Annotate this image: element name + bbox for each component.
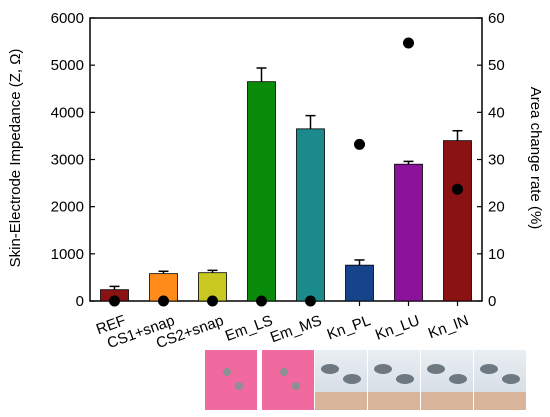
y2-axis-label: Area change rate (%) — [527, 87, 544, 230]
bar-em-ls — [247, 81, 276, 302]
x-tick-label: Em_LS — [223, 312, 275, 345]
garment-photo-icon — [368, 350, 420, 410]
y-tick-label: 3000 — [51, 152, 84, 169]
y2-tick-label: 0 — [488, 293, 496, 310]
x-tick-label: Kn_LU — [373, 312, 422, 344]
y2-tick-label: 40 — [488, 104, 505, 121]
area-change-marker — [403, 37, 414, 49]
plot-area: 01000200030004000500060000102030405060RE… — [51, 10, 505, 350]
y-tick-label: 5000 — [51, 57, 84, 74]
area-change-marker — [452, 183, 463, 195]
x-tick-label: Kn_PL — [325, 312, 373, 343]
electrode-dot-icon — [374, 364, 392, 374]
y-tick-label: 2000 — [51, 199, 84, 216]
garment-photo-icon — [474, 350, 526, 410]
y-axis-label: Skin-Electrode Impedance (Z, Ω) — [7, 49, 24, 268]
electrode-dot-icon — [480, 364, 498, 374]
electrode-dot-icon — [292, 382, 300, 390]
area-change-marker — [354, 138, 365, 150]
bar-kn-lu — [394, 163, 423, 302]
garment-photo-strip — [0, 350, 550, 412]
electrode-dot-icon — [280, 368, 288, 376]
garment-photo-icon — [421, 350, 473, 410]
electrode-dot-icon — [427, 364, 445, 374]
bar-kn-pl — [345, 264, 374, 302]
y-tick-label: 0 — [76, 293, 84, 310]
electrode-dot-icon — [502, 374, 520, 384]
y-tick-label: 6000 — [51, 10, 84, 27]
garment-photo-icon — [315, 350, 367, 410]
skin-area — [368, 392, 420, 410]
y2-tick-label: 20 — [488, 199, 505, 216]
garment-photo-icon — [262, 350, 314, 410]
electrode-dot-icon — [223, 368, 231, 376]
y2-tick-label: 60 — [488, 10, 505, 27]
y2-tick-label: 10 — [488, 246, 505, 263]
electrode-dot-icon — [321, 364, 339, 374]
skin-area — [421, 392, 473, 410]
plot-frame — [89, 17, 483, 302]
bar-em-ms — [296, 128, 325, 302]
x-tick-label: Kn_IN — [426, 312, 471, 342]
garment-photo-icon — [205, 350, 257, 410]
y2-tick-label: 30 — [488, 152, 505, 169]
skin-area — [315, 392, 367, 410]
skin-area — [474, 392, 526, 410]
electrode-dot-icon — [343, 374, 361, 384]
bar-kn-in — [443, 140, 472, 302]
y2-tick-label: 50 — [488, 57, 505, 74]
x-tick-label: Em_MS — [268, 312, 324, 346]
electrode-dot-icon — [235, 382, 243, 390]
y-tick-label: 1000 — [51, 246, 84, 263]
electrode-dot-icon — [449, 374, 467, 384]
electrode-dot-icon — [396, 374, 414, 384]
impedance-chart: 01000200030004000500060000102030405060RE… — [7, 10, 544, 350]
y-tick-label: 4000 — [51, 104, 84, 121]
